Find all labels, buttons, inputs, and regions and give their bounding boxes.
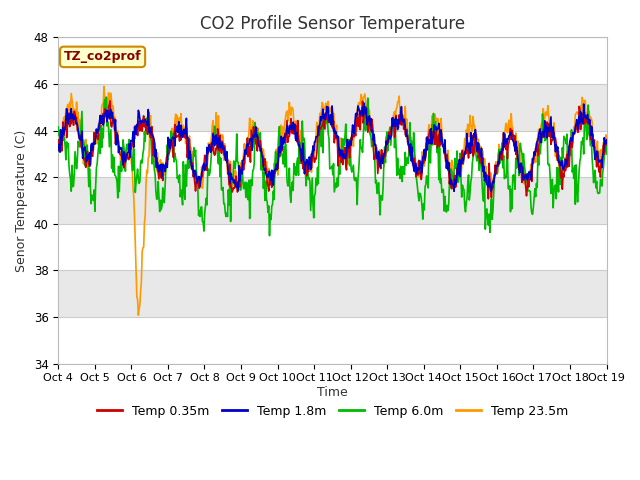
Bar <box>58 224 607 270</box>
Legend: Temp 0.35m, Temp 1.8m, Temp 6.0m, Temp 23.5m: Temp 0.35m, Temp 1.8m, Temp 6.0m, Temp 2… <box>92 400 573 423</box>
Bar <box>58 131 607 177</box>
Bar <box>58 270 607 317</box>
Title: CO2 Profile Sensor Temperature: CO2 Profile Sensor Temperature <box>200 15 465 33</box>
Bar <box>58 37 607 84</box>
Bar <box>58 177 607 224</box>
Bar <box>58 84 607 131</box>
Y-axis label: Senor Temperature (C): Senor Temperature (C) <box>15 130 28 272</box>
X-axis label: Time: Time <box>317 386 348 399</box>
Text: TZ_co2prof: TZ_co2prof <box>64 50 141 63</box>
Bar <box>58 317 607 364</box>
